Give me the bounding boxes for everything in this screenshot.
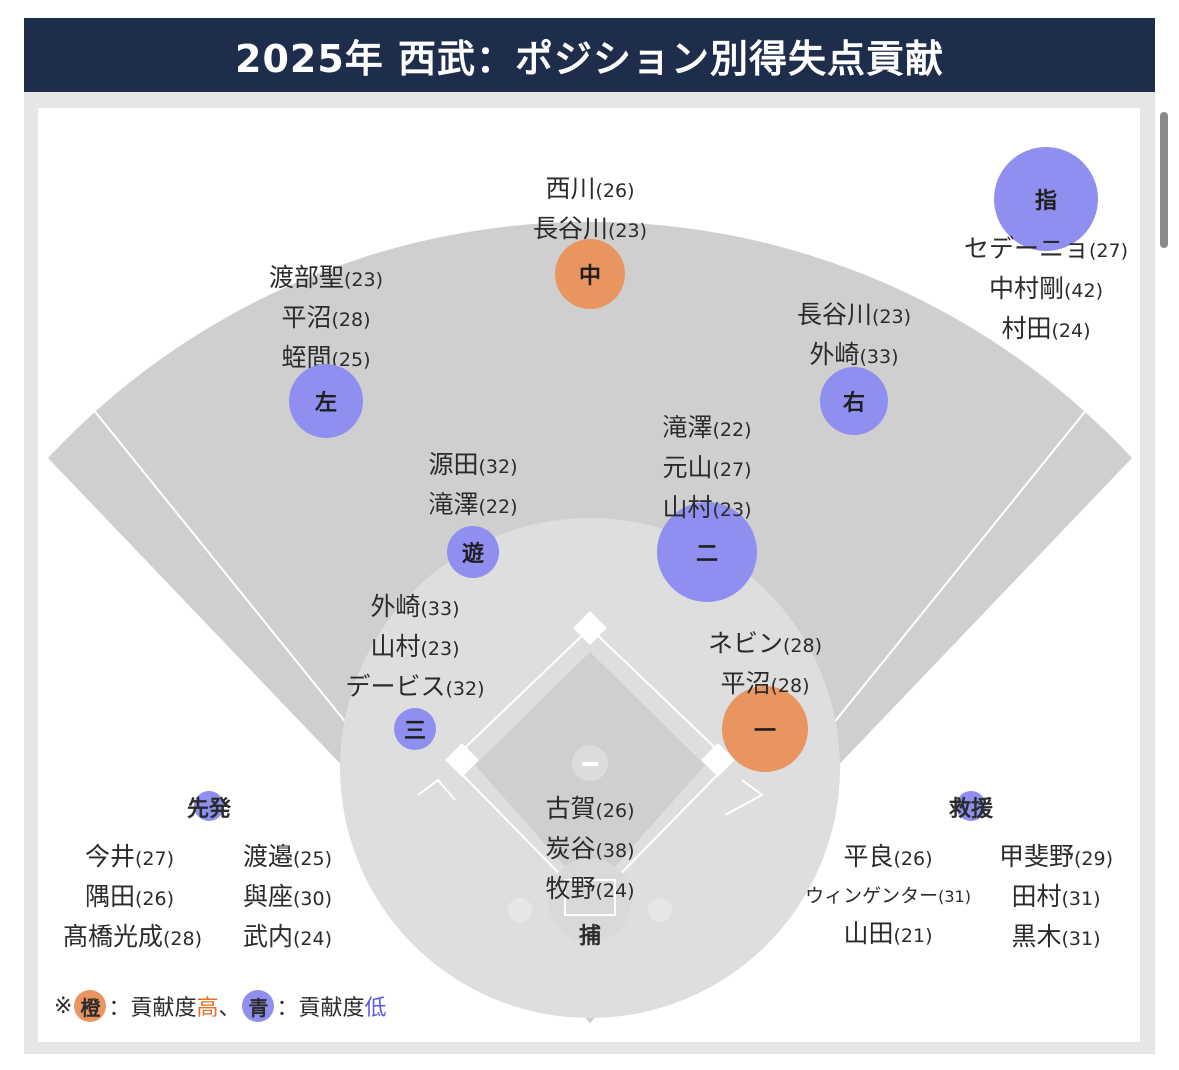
dh-position-bubble: 指 <box>994 147 1098 251</box>
legend-prefix: ※ <box>54 993 73 1019</box>
player: 平良(26) <box>843 842 933 871</box>
player: 外崎(33) <box>809 340 899 369</box>
player: 山村(23) <box>370 632 460 661</box>
player: 渡邉(25) <box>243 842 333 871</box>
right-players: 長谷川(23) 外崎(33) <box>797 296 911 376</box>
player: 山田(21) <box>843 919 933 948</box>
legend-orange-level: 高 <box>196 996 219 1021</box>
relievers-col1: 平良(26) ウィンゲンター(31) 山田(21) <box>805 838 971 955</box>
catcher-players: 古賀(26) 炭谷(38) 牧野(24) <box>545 790 634 910</box>
dh-players: セデーニョ(27) 中村剛(42) 村田(24) <box>964 230 1128 350</box>
first-players: ネビン(28) 平沼(28) <box>708 625 822 705</box>
player: 山村(23) <box>662 493 752 522</box>
player: ネビン(28) <box>707 629 823 658</box>
legend-blue-level: 低 <box>364 996 387 1021</box>
legend-orange-chip: 橙 <box>74 990 107 1022</box>
player: 炭谷(38) <box>545 834 635 863</box>
player: 平沼(28) <box>281 303 371 332</box>
player: 甲斐野(29) <box>998 842 1114 871</box>
player: 滝澤(22) <box>662 413 752 442</box>
player: 武内(24) <box>243 922 333 951</box>
player: 平沼(28) <box>720 669 810 698</box>
player: 牧野(24) <box>545 874 635 903</box>
player: 渡部聖(23) <box>268 263 384 292</box>
player: 源田(32) <box>428 450 518 479</box>
starters-col1: 今井(27) 隅田(26) 髙橋光成(28) <box>35 838 202 958</box>
right-position-bubble: 右 <box>820 367 888 435</box>
player: デービス(32) <box>345 672 485 701</box>
legend-blue-text: ：貢献度 <box>276 996 365 1021</box>
legend: ※ 橙 ：貢献度 高 、 青 ：貢献度 低 <box>54 990 387 1022</box>
second-base <box>573 611 607 645</box>
relievers-title: 救援 <box>948 797 994 822</box>
relievers-dot <box>956 791 986 821</box>
starters-dot <box>194 791 224 821</box>
catcher-label: 捕 <box>578 924 602 949</box>
player: セデーニョ(27) <box>963 234 1129 263</box>
left-position-bubble: 左 <box>289 364 363 438</box>
player: ウィンゲンター(31) <box>805 885 971 907</box>
third-players: 外崎(33) 山村(23) デービス(32) <box>345 588 484 708</box>
player: 西川(26) <box>545 174 635 203</box>
first-position-bubble: 一 <box>722 686 808 772</box>
player: 滝澤(22) <box>428 490 518 519</box>
left-players: 渡部聖(23) 平沼(28) 蛭間(25) <box>269 259 383 379</box>
page-title: 2025年 西武：ポジション別得失点貢献 <box>24 18 1155 92</box>
player: 村田(24) <box>1001 314 1091 343</box>
starters-title: 先発 <box>186 797 232 822</box>
player: 黒木(31) <box>1011 922 1101 951</box>
third-base <box>445 743 479 777</box>
second-players: 滝澤(22) 元山(27) 山村(23) <box>662 409 751 529</box>
short-position-bubble: 遊 <box>447 526 499 578</box>
player: 髙橋光成(28) <box>62 922 202 951</box>
player: 今井(27) <box>84 842 174 871</box>
player: 中村剛(42) <box>988 274 1104 303</box>
short-players: 源田(32) 滝澤(22) <box>428 446 517 526</box>
first-base <box>701 743 735 777</box>
scrollbar[interactable] <box>1160 112 1168 248</box>
player: 長谷川(23) <box>796 300 912 329</box>
legend-sep: 、 <box>218 996 241 1021</box>
third-position-bubble: 三 <box>394 708 436 750</box>
player: 古賀(26) <box>545 794 635 823</box>
center-players: 西川(26) 長谷川(23) <box>533 170 647 250</box>
player: 隅田(26) <box>84 882 174 911</box>
player: 長谷川(23) <box>532 214 648 243</box>
relievers-col2: 甲斐野(29) 田村(31) 黒木(31) <box>999 838 1113 958</box>
starters-col2: 渡邉(25) 與座(30) 武内(24) <box>243 838 332 958</box>
player: 與座(30) <box>243 882 333 911</box>
legend-blue-chip: 青 <box>242 990 275 1022</box>
player: 外崎(33) <box>370 592 460 621</box>
legend-orange-text: ：貢献度 <box>108 996 197 1021</box>
second-position-bubble: 二 <box>657 502 757 602</box>
player: 元山(27) <box>662 453 752 482</box>
player: 田村(31) <box>1011 882 1101 911</box>
center-position-bubble: 中 <box>555 239 625 309</box>
